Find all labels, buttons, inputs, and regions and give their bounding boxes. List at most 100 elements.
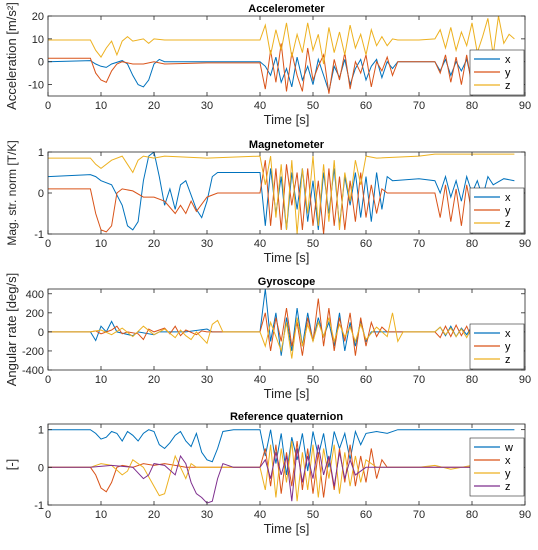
x-tick-label: 60 bbox=[360, 509, 372, 521]
x-tick-label: 30 bbox=[201, 100, 213, 112]
axes-box bbox=[47, 15, 526, 97]
x-tick-label: 10 bbox=[95, 374, 107, 386]
x-tick-label: 50 bbox=[307, 509, 319, 521]
y-axis-label: Acceleration [m/s²] bbox=[4, 2, 19, 110]
legend-label: z bbox=[505, 481, 511, 493]
series-line bbox=[48, 312, 515, 359]
legend: xyz bbox=[469, 187, 525, 234]
x-axis-label: Time [s] bbox=[264, 250, 310, 265]
series-group bbox=[48, 152, 515, 234]
y-tick-label: -1 bbox=[34, 500, 44, 512]
legend-label: x bbox=[505, 192, 511, 204]
x-tick-label: 90 bbox=[519, 509, 531, 521]
y-tick-label: 1 bbox=[38, 147, 44, 159]
series-line bbox=[48, 56, 515, 94]
x-tick-label: 70 bbox=[413, 509, 425, 521]
x-tick-label: 60 bbox=[360, 238, 372, 250]
x-tick-label: 20 bbox=[148, 374, 160, 386]
series-line bbox=[48, 440, 515, 498]
legend-label: z bbox=[505, 354, 511, 366]
x-tick-label: 30 bbox=[201, 374, 213, 386]
x-tick-label: 80 bbox=[466, 374, 478, 386]
series-line bbox=[48, 444, 515, 504]
legend-label: z bbox=[505, 80, 511, 92]
legend-label: y bbox=[505, 468, 511, 480]
x-tick-label: 40 bbox=[254, 238, 266, 250]
legend-label: w bbox=[504, 442, 513, 454]
x-tick-label: 0 bbox=[45, 509, 51, 521]
y-tick-label: 0 bbox=[38, 327, 44, 339]
y-tick-label: 200 bbox=[26, 308, 44, 320]
y-axis-label: Angular rate [deg/s] bbox=[4, 273, 19, 386]
legend-label: x bbox=[505, 455, 511, 467]
series-line bbox=[48, 43, 515, 94]
legend-label: y bbox=[505, 341, 511, 353]
x-tick-label: 60 bbox=[360, 100, 372, 112]
axes-box bbox=[47, 423, 526, 506]
y-tick-label: -10 bbox=[28, 80, 44, 92]
y-tick-label: 400 bbox=[26, 289, 44, 301]
series-group bbox=[48, 429, 515, 504]
x-tick-label: 70 bbox=[413, 238, 425, 250]
x-tick-label: 70 bbox=[413, 374, 425, 386]
x-tick-label: 90 bbox=[519, 238, 531, 250]
x-tick-label: 20 bbox=[148, 100, 160, 112]
x-tick-label: 90 bbox=[519, 374, 531, 386]
x-tick-label: 80 bbox=[466, 100, 478, 112]
series-line bbox=[48, 160, 515, 234]
series-line bbox=[48, 153, 515, 234]
x-tick-label: 80 bbox=[466, 238, 478, 250]
x-tick-label: 30 bbox=[201, 238, 213, 250]
y-tick-label: 0 bbox=[38, 188, 44, 200]
chart-title: Magnetometer bbox=[249, 139, 325, 151]
x-tick-label: 60 bbox=[360, 374, 372, 386]
legend-label: x bbox=[505, 54, 511, 66]
series-line bbox=[48, 16, 515, 65]
x-tick-label: 20 bbox=[148, 509, 160, 521]
x-tick-label: 40 bbox=[254, 100, 266, 112]
series-line bbox=[48, 298, 515, 356]
series-group bbox=[48, 16, 515, 94]
y-axis-label: [-] bbox=[4, 459, 19, 471]
x-tick-label: 10 bbox=[95, 238, 107, 250]
x-tick-label: 90 bbox=[519, 100, 531, 112]
x-tick-label: 50 bbox=[307, 100, 319, 112]
series-group bbox=[48, 289, 515, 359]
x-tick-label: 20 bbox=[148, 238, 160, 250]
y-tick-label: 10 bbox=[32, 34, 44, 46]
x-tick-label: 50 bbox=[307, 238, 319, 250]
y-tick-label: -400 bbox=[22, 365, 44, 377]
y-tick-label: 1 bbox=[38, 425, 44, 437]
x-axis-label: Time [s] bbox=[264, 112, 310, 127]
x-tick-label: 40 bbox=[254, 374, 266, 386]
x-tick-label: 30 bbox=[201, 509, 213, 521]
x-tick-label: 0 bbox=[45, 374, 51, 386]
x-tick-label: 0 bbox=[45, 100, 51, 112]
x-tick-label: 50 bbox=[307, 374, 319, 386]
x-tick-label: 10 bbox=[95, 100, 107, 112]
x-tick-label: 10 bbox=[95, 509, 107, 521]
y-tick-label: 20 bbox=[32, 11, 44, 23]
chart-title: Reference quaternion bbox=[230, 411, 343, 423]
x-axis-label: Time [s] bbox=[264, 386, 310, 401]
chart-panel: Gyroscope 0 10 20 30 40 50 60 70 80 90 -400 -200 0 200… bbox=[4, 273, 531, 401]
legend: xyz bbox=[469, 323, 525, 370]
legend: xyz bbox=[469, 49, 525, 96]
legend-label: z bbox=[505, 218, 511, 230]
x-axis-label: Time [s] bbox=[264, 521, 310, 536]
legend-label: x bbox=[505, 328, 511, 340]
axes-box bbox=[47, 288, 526, 371]
legend-label: y bbox=[505, 67, 511, 79]
y-tick-label: -200 bbox=[22, 346, 44, 358]
legend-label: y bbox=[505, 205, 511, 217]
x-tick-label: 0 bbox=[45, 238, 51, 250]
y-tick-label: -1 bbox=[34, 229, 44, 241]
y-tick-label: 0 bbox=[38, 462, 44, 474]
chart-title: Gyroscope bbox=[258, 276, 315, 288]
y-axis-label: Mag. str. norm [T/K] bbox=[5, 140, 19, 245]
